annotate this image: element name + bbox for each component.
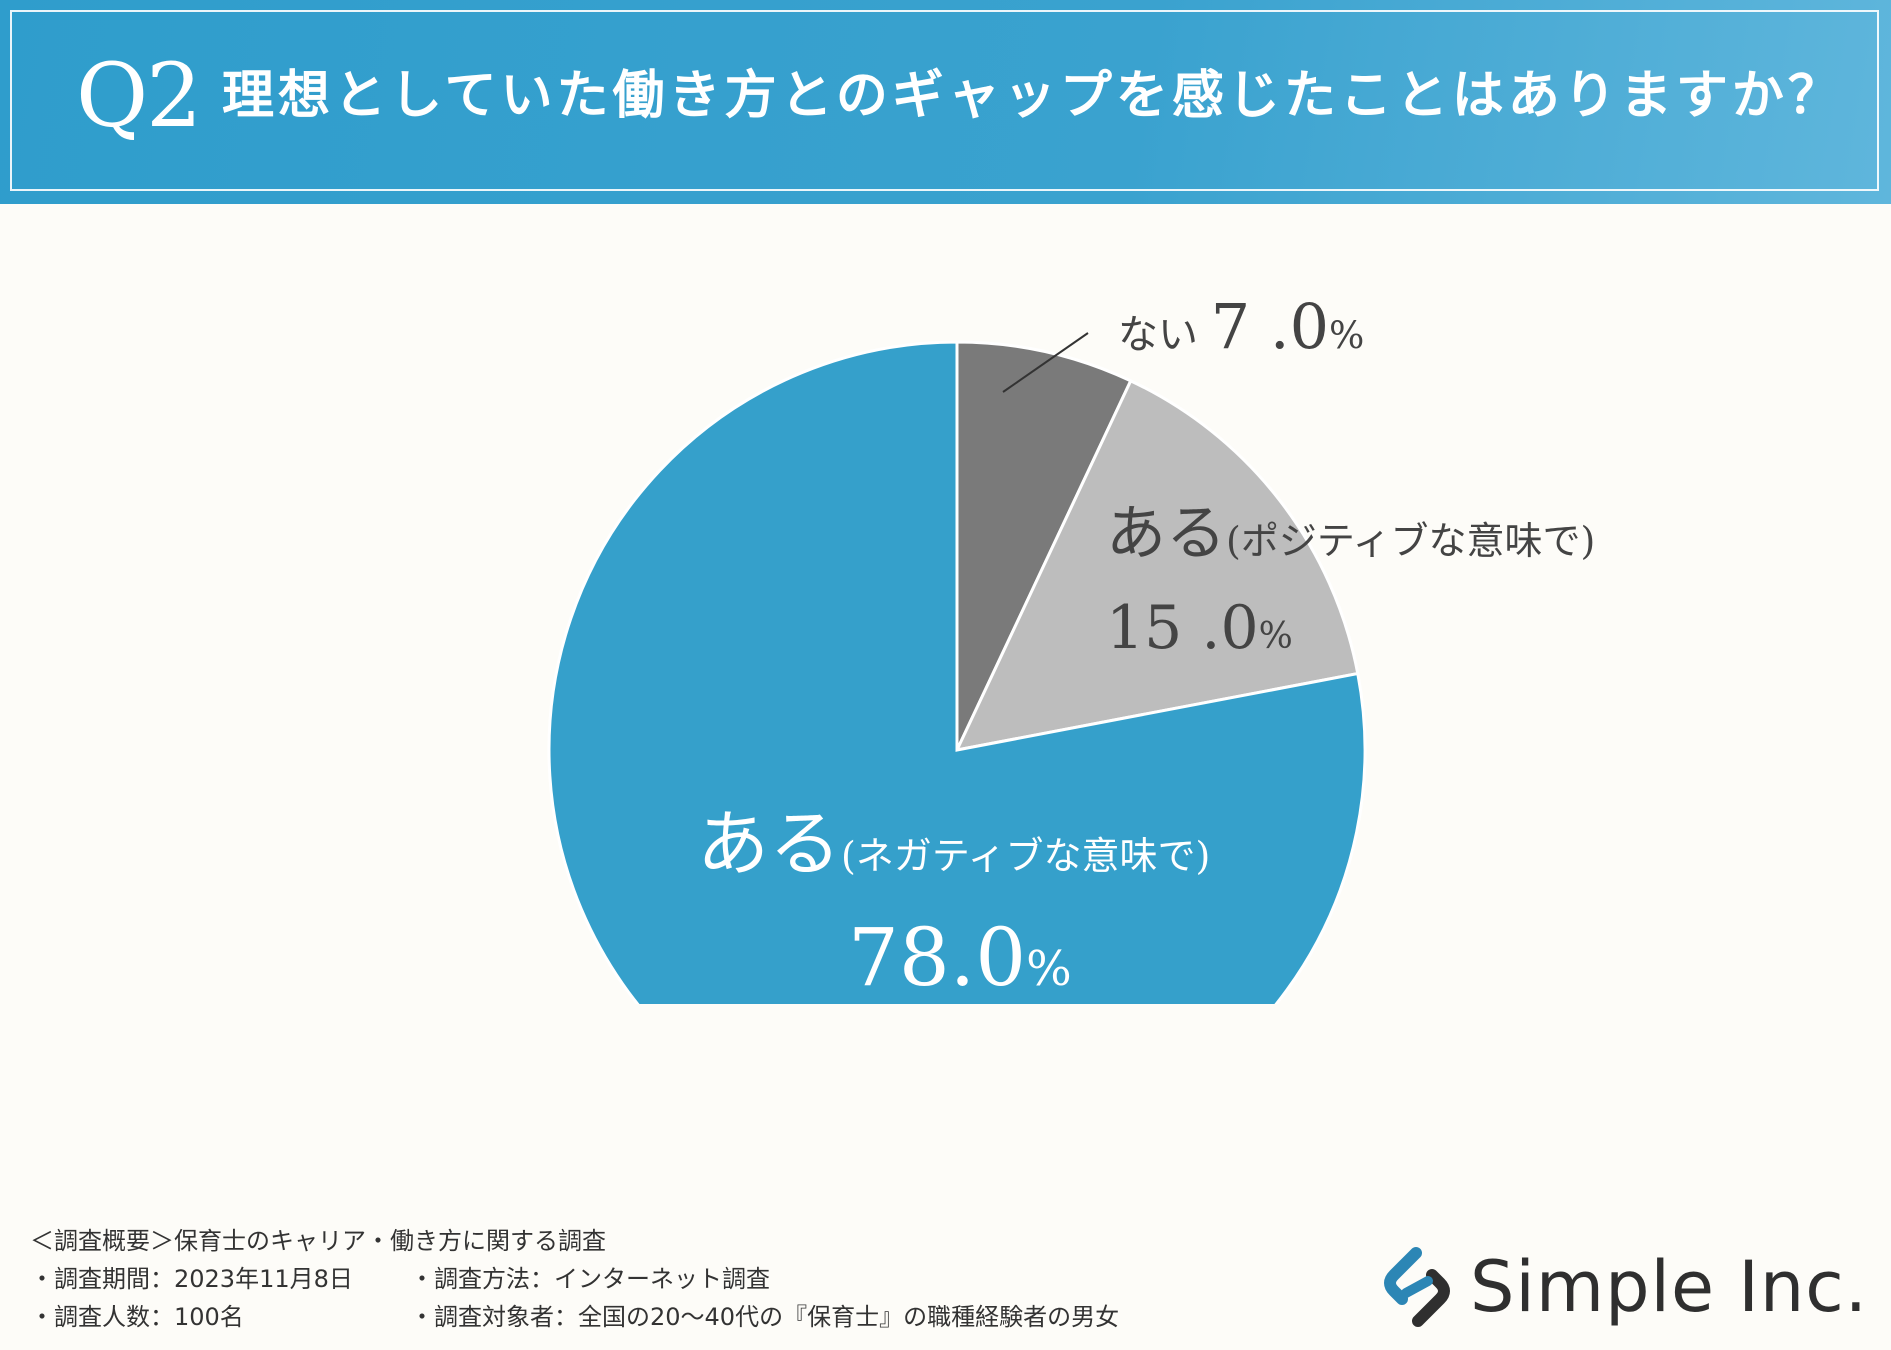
slice-label-positive-value: 15 .0% [1106, 593, 1293, 663]
leader-line-none [1002, 332, 1089, 393]
slice-label-none-name: ない [1118, 312, 1198, 358]
slice-label-negative-qualifier: (ネガティブな意味で) [841, 834, 1211, 878]
survey-overview: ＜調査概要＞保育士のキャリア・働き方に関する調査 ・調査期間：2023年11月8… [30, 1222, 1119, 1336]
question-banner: Q2 理想としていた働き方とのギャップを感じたことはありますか？ [0, 0, 1891, 204]
survey-period: ・調査期間：2023年11月8日 [30, 1265, 353, 1293]
banner-frame [10, 10, 1879, 191]
pie-slice-none [955, 340, 1133, 751]
slice-label-positive-name: ある(ポジティブな意味で) [1106, 499, 1596, 569]
pie-slice-negative [547, 340, 1367, 1004]
survey-count: ・調査人数：100名 [30, 1303, 244, 1331]
survey-target: ・調査対象者：全国の20〜40代の『保育士』の職種経験者の男女 [410, 1303, 1120, 1331]
chain-link-icon [1384, 1247, 1450, 1327]
company-logo: Simple Inc. [1382, 1246, 1868, 1328]
survey-method: ・調査方法：インターネット調査 [410, 1265, 770, 1293]
question-text: 理想としていた働き方とのギャップを感じたことはありますか？ [222, 66, 1844, 126]
pie-chart [547, 332, 1367, 1004]
question-number: Q2 [76, 44, 202, 147]
slice-label-positive-qualifier: (ポジティブな意味で) [1226, 519, 1596, 563]
slice-label-negative-value: 78.0% [848, 911, 1072, 1004]
slice-label-none: ない 7 .0% [1118, 296, 1364, 358]
slice-label-none-value: 7 .0% [1210, 290, 1365, 363]
company-name: Simple Inc. [1470, 1246, 1869, 1328]
slice-label-negative-name: ある(ネガティブな意味で) [697, 802, 1211, 886]
pie-slice-positive [954, 378, 1360, 753]
survey-title: ＜調査概要＞保育士のキャリア・働き方に関する調査 [30, 1227, 606, 1255]
